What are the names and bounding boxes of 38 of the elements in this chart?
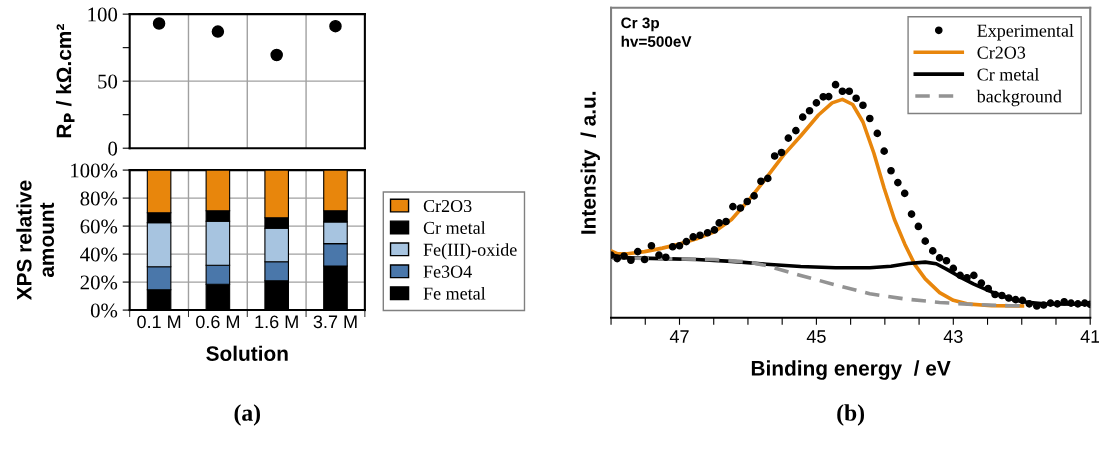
point <box>270 48 283 62</box>
x-tick-label: 47 <box>669 330 689 343</box>
text: Cr 3p hv=500eV <box>621 17 692 47</box>
y-tick-label: 0 <box>108 141 118 156</box>
y-tick-label: 20% <box>80 275 118 290</box>
x-tick-label: 41 <box>1080 330 1099 343</box>
legend-label: Fe3O4 <box>423 265 472 278</box>
legend-label: Cr2O3 <box>977 46 1026 59</box>
y-tick-label: 60% <box>80 219 118 234</box>
point <box>152 17 166 30</box>
legend-label: Fe(III)-oxide <box>423 243 517 260</box>
legend-label: Cr2O3 <box>423 199 472 213</box>
x-tick-label: 0.1 M <box>137 315 181 329</box>
y-tick-label: 80% <box>80 191 118 206</box>
y-tick-label: 40% <box>80 247 118 262</box>
point <box>211 25 225 38</box>
y-tick-label: 0% <box>90 303 118 318</box>
legend-label: Experimental <box>977 24 1074 41</box>
text: (a) <box>234 404 260 426</box>
y-axis-title: Intensity / a.u. <box>580 91 600 234</box>
y-tick-label: 100% <box>71 163 118 178</box>
x-tick-label: 43 <box>943 330 963 343</box>
y-axis-title: R$_{P}$ / kΩ.cm² <box>55 24 75 138</box>
x-tick-label: 0.6 M <box>196 315 239 329</box>
x-tick-label: 3.7 M <box>313 315 357 329</box>
x-axis-title: Solution <box>206 345 288 361</box>
legend-label: Cr metal <box>423 221 486 234</box>
y-tick-label: 100 <box>88 7 118 22</box>
y-axis-title: XPS relative amount <box>16 180 55 301</box>
point <box>329 19 342 33</box>
x-tick-label: 45 <box>806 330 826 343</box>
legend-label: background <box>976 89 1062 107</box>
text: (b) <box>837 404 865 426</box>
legend-label: Cr metal <box>977 67 1040 81</box>
x-axis-title: Binding energy / eV <box>751 360 951 380</box>
y-tick-label: 50 <box>98 74 118 89</box>
legend-label: Fe metal <box>423 286 486 300</box>
x-tick-label: 1.6 M <box>255 315 298 329</box>
